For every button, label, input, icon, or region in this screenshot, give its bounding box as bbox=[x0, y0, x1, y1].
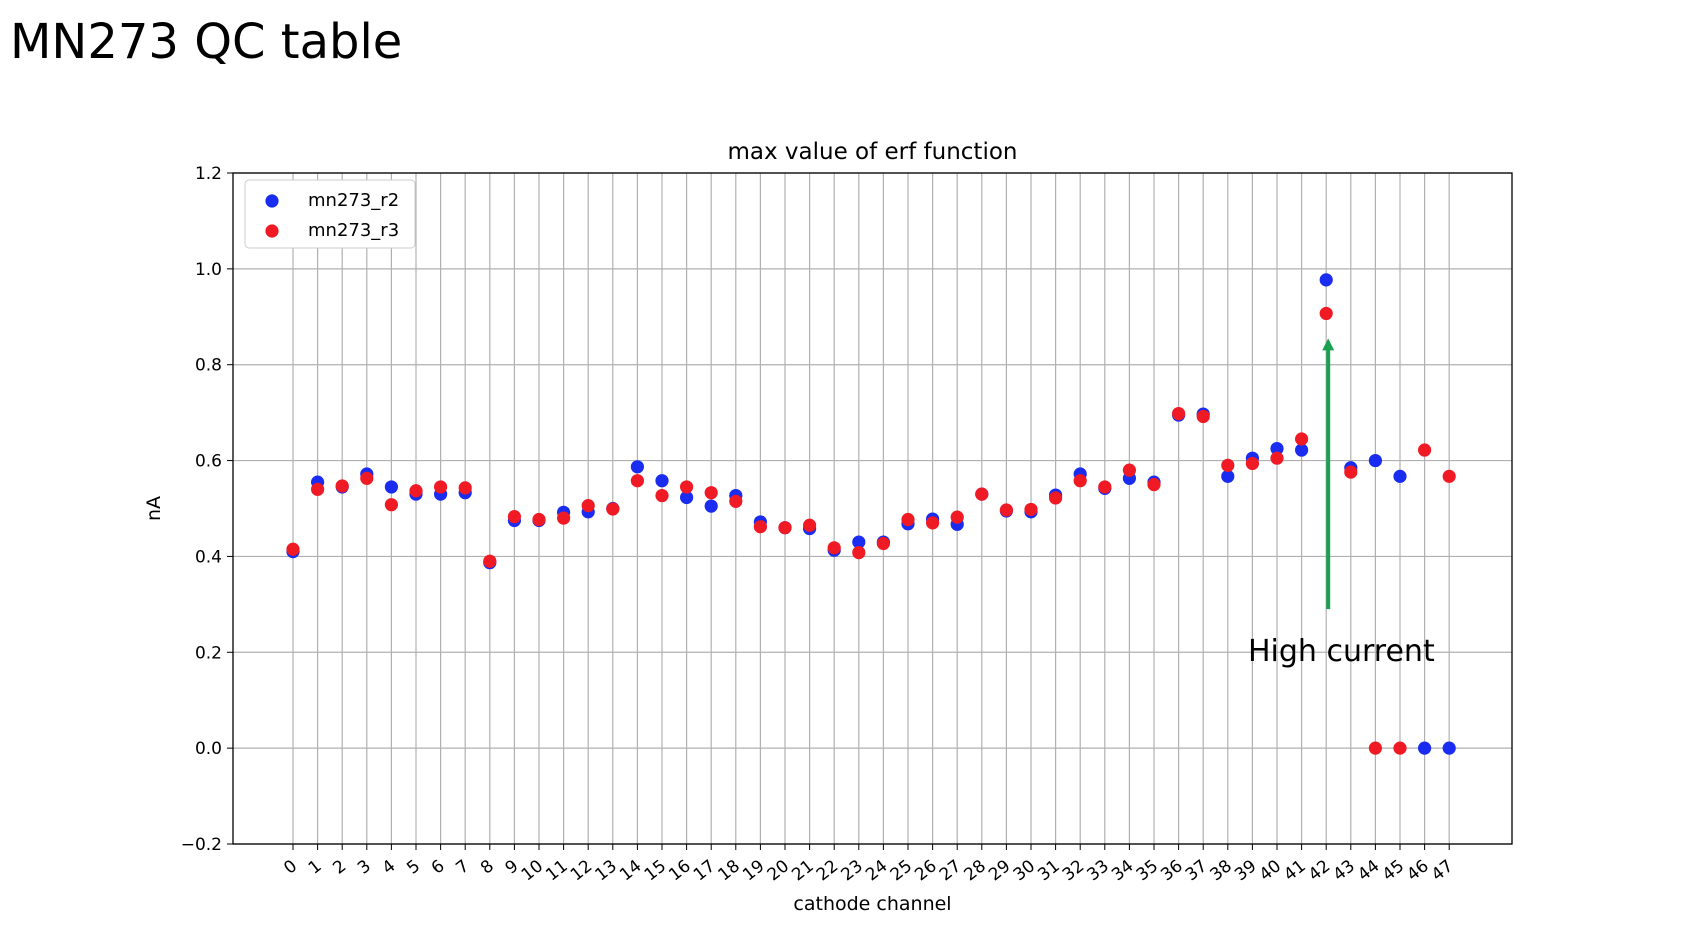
y-tick-label: 1.2 bbox=[195, 164, 222, 184]
point-mn273_r3-ch39 bbox=[1245, 456, 1259, 471]
annotation-arrow-head bbox=[1322, 338, 1335, 351]
y-tick-label: −0.2 bbox=[181, 835, 222, 855]
point-mn273_r3-ch10 bbox=[532, 512, 546, 527]
point-mn273_r3-ch32 bbox=[1073, 474, 1087, 488]
point-mn273_r2-ch23 bbox=[852, 535, 866, 549]
annotation: High current bbox=[1248, 338, 1435, 669]
x-tick-label: 2 bbox=[329, 856, 350, 878]
point-mn273_r2-ch14 bbox=[630, 460, 645, 474]
point-mn273_r3-ch29 bbox=[999, 503, 1014, 517]
data-points bbox=[286, 273, 1456, 755]
point-mn273_r3-ch0 bbox=[286, 542, 300, 556]
point-mn273_r3-ch19 bbox=[753, 520, 768, 534]
point-mn273_r3-ch30 bbox=[1024, 502, 1038, 517]
point-mn273_r3-ch31 bbox=[1049, 491, 1063, 505]
grid-lines bbox=[233, 172, 1512, 845]
point-mn273_r3-ch38 bbox=[1221, 458, 1235, 472]
point-mn273_r3-ch5 bbox=[409, 484, 423, 498]
x-tick-label: 1 bbox=[305, 856, 326, 878]
x-axis-label: cathode channel bbox=[793, 893, 951, 915]
point-mn273_r2-ch47 bbox=[1442, 741, 1456, 755]
point-mn273_r3-ch1 bbox=[311, 482, 325, 496]
point-mn273_r3-ch36 bbox=[1172, 407, 1186, 421]
point-mn273_r3-ch20 bbox=[778, 521, 792, 535]
point-mn273_r2-ch17 bbox=[704, 499, 718, 513]
point-mn273_r3-ch25 bbox=[901, 512, 915, 527]
point-mn273_r2-ch4 bbox=[384, 480, 398, 494]
point-mn273_r3-ch14 bbox=[630, 474, 645, 488]
legend-marker-r2 bbox=[265, 194, 279, 208]
point-mn273_r2-ch38 bbox=[1221, 469, 1235, 483]
point-mn273_r2-ch42 bbox=[1319, 273, 1333, 287]
y-tick-label: 0.6 bbox=[195, 452, 222, 472]
point-mn273_r3-ch47 bbox=[1442, 469, 1456, 483]
point-mn273_r3-ch35 bbox=[1147, 477, 1161, 492]
point-mn273_r2-ch44 bbox=[1368, 453, 1382, 468]
axis-ticks: 0 1 2 3 4 5 6 7 8 9101112131415161718192021222324… bbox=[181, 164, 1458, 885]
point-mn273_r3-ch24 bbox=[876, 536, 891, 551]
point-mn273_r3-ch16 bbox=[680, 480, 694, 494]
slide-title: MN273 QC table bbox=[10, 14, 403, 70]
point-mn273_r3-ch37 bbox=[1196, 409, 1210, 424]
point-mn273_r2-ch15 bbox=[655, 474, 669, 488]
point-mn273_r3-ch12 bbox=[581, 499, 595, 513]
point-mn273_r3-ch34 bbox=[1122, 463, 1136, 477]
y-tick-label: 0.0 bbox=[195, 739, 222, 759]
legend: mn273_r2 mn273_r3 bbox=[244, 179, 416, 249]
point-mn273_r3-ch42 bbox=[1319, 306, 1333, 321]
point-mn273_r3-ch28 bbox=[975, 487, 989, 501]
point-mn273_r3-ch6 bbox=[434, 480, 448, 494]
point-mn273_r3-ch17 bbox=[704, 486, 718, 500]
x-tick-label: 6 bbox=[428, 856, 449, 878]
legend-marker-r3 bbox=[265, 224, 279, 238]
point-mn273_r2-ch16 bbox=[680, 490, 694, 505]
point-mn273_r3-ch4 bbox=[384, 498, 398, 512]
y-tick-label: 0.2 bbox=[195, 643, 222, 663]
y-tick-label: 1.0 bbox=[195, 260, 222, 280]
point-mn273_r3-ch40 bbox=[1270, 451, 1284, 465]
x-tick-label: 4 bbox=[379, 856, 400, 878]
point-mn273_r2-ch41 bbox=[1295, 443, 1309, 457]
point-mn273_r2-ch46 bbox=[1418, 741, 1432, 755]
point-mn273_r3-ch15 bbox=[655, 488, 669, 503]
point-mn273_r3-ch43 bbox=[1344, 465, 1358, 479]
point-mn273_r3-ch44 bbox=[1368, 741, 1382, 755]
point-mn273_r3-ch7 bbox=[458, 481, 472, 495]
point-mn273_r3-ch33 bbox=[1098, 480, 1112, 494]
y-axis-label: nA bbox=[143, 496, 165, 521]
x-tick-label: 3 bbox=[354, 856, 375, 878]
point-mn273_r2-ch40 bbox=[1270, 441, 1284, 456]
point-mn273_r3-ch46 bbox=[1418, 443, 1432, 457]
x-tick-label: 0 bbox=[280, 856, 301, 878]
y-tick-label: 0.8 bbox=[195, 356, 222, 376]
point-mn273_r3-ch23 bbox=[852, 545, 866, 560]
point-mn273_r3-ch13 bbox=[606, 502, 620, 516]
point-mn273_r3-ch22 bbox=[827, 541, 841, 555]
point-mn273_r2-ch45 bbox=[1393, 469, 1407, 483]
legend-box bbox=[244, 179, 416, 249]
point-mn273_r3-ch11 bbox=[557, 511, 571, 525]
y-tick-label: 0.4 bbox=[195, 547, 222, 567]
point-mn273_r3-ch8 bbox=[483, 554, 497, 568]
legend-label-r3: mn273_r3 bbox=[308, 220, 399, 241]
point-mn273_r3-ch18 bbox=[729, 494, 743, 508]
annotation-text: High current bbox=[1248, 634, 1435, 669]
point-mn273_r3-ch21 bbox=[803, 518, 817, 532]
point-mn273_r3-ch9 bbox=[507, 510, 521, 524]
x-tick-label: 47 bbox=[1428, 856, 1457, 885]
x-tick-label: 5 bbox=[403, 856, 424, 878]
x-tick-label: 7 bbox=[452, 856, 473, 878]
point-mn273_r3-ch41 bbox=[1295, 432, 1309, 446]
point-mn273_r3-ch45 bbox=[1393, 741, 1407, 755]
point-mn273_r3-ch26 bbox=[926, 516, 940, 530]
chart-title: max value of erf function bbox=[727, 139, 1017, 165]
plot-frame bbox=[232, 172, 1513, 845]
point-mn273_r3-ch2 bbox=[335, 479, 349, 493]
point-mn273_r3-ch27 bbox=[950, 510, 964, 524]
x-tick-label: 8 bbox=[477, 856, 498, 878]
legend-label-r2: mn273_r2 bbox=[308, 190, 399, 211]
point-mn273_r3-ch3 bbox=[360, 471, 374, 485]
